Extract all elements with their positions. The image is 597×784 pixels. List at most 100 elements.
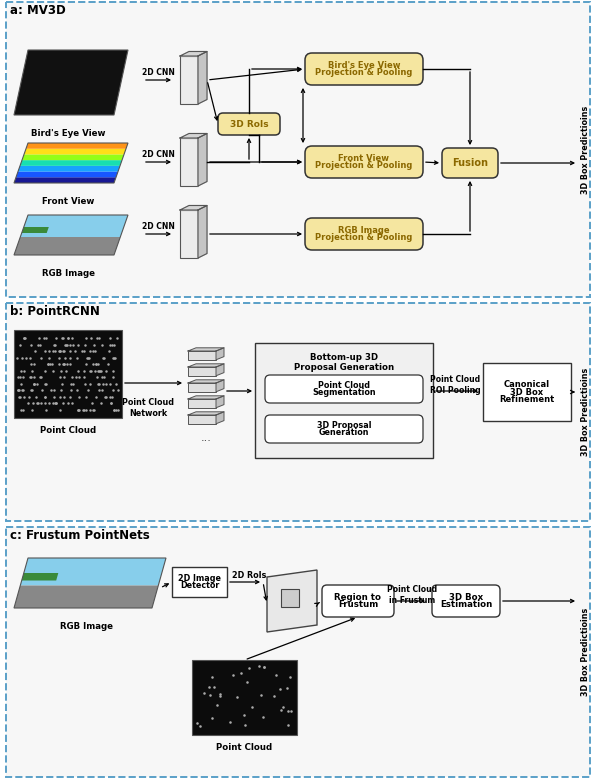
Text: Point Cloud: Point Cloud: [217, 743, 273, 752]
Polygon shape: [20, 558, 166, 586]
Polygon shape: [267, 570, 317, 632]
Point: [60, 358, 69, 371]
Point: [41, 390, 50, 403]
Point: [74, 404, 84, 416]
Point: [79, 371, 89, 383]
Point: [71, 371, 81, 383]
Point: [61, 338, 70, 350]
Point: [33, 338, 42, 350]
Point: [81, 404, 90, 416]
Polygon shape: [216, 379, 224, 392]
Point: [35, 371, 45, 383]
Bar: [14, 330, 122, 418]
Point: [113, 384, 123, 397]
Point: [213, 699, 222, 711]
Point: [240, 718, 250, 731]
Point: [91, 390, 100, 403]
Text: RGB Image: RGB Image: [42, 269, 94, 278]
Point: [283, 719, 293, 731]
FancyBboxPatch shape: [432, 585, 500, 617]
Point: [285, 671, 295, 684]
Point: [112, 332, 122, 344]
Polygon shape: [18, 166, 120, 172]
FancyBboxPatch shape: [6, 527, 590, 777]
Polygon shape: [20, 215, 128, 237]
Point: [59, 390, 69, 403]
Point: [15, 390, 24, 403]
Point: [41, 345, 50, 358]
Point: [54, 345, 64, 358]
Bar: [180, 56, 198, 104]
Point: [79, 365, 89, 377]
Polygon shape: [24, 149, 126, 154]
Point: [105, 338, 115, 350]
Text: 3D Box Predictioins: 3D Box Predictioins: [580, 105, 589, 194]
Point: [96, 365, 106, 377]
Point: [20, 390, 29, 403]
Point: [21, 351, 31, 364]
Point: [74, 371, 84, 383]
Point: [77, 345, 87, 358]
Bar: [180, 138, 198, 186]
Text: Point Cloud
Network: Point Cloud Network: [122, 398, 174, 418]
Text: 2D Image: 2D Image: [178, 574, 221, 583]
Point: [36, 351, 46, 364]
Point: [112, 378, 121, 390]
FancyBboxPatch shape: [6, 303, 590, 521]
Point: [79, 345, 89, 358]
Point: [66, 345, 75, 358]
Point: [91, 345, 100, 358]
Point: [23, 397, 33, 410]
Bar: [192, 660, 297, 735]
Point: [19, 365, 29, 377]
FancyBboxPatch shape: [265, 415, 423, 443]
Point: [59, 345, 68, 358]
Point: [199, 687, 209, 699]
Polygon shape: [216, 396, 224, 408]
Text: Point Cloud
in Frustum: Point Cloud in Frustum: [387, 586, 437, 604]
Bar: [188, 383, 216, 392]
Point: [44, 351, 53, 364]
Polygon shape: [180, 133, 207, 138]
Point: [81, 358, 91, 371]
Bar: [188, 367, 216, 376]
Point: [89, 404, 99, 416]
Point: [27, 384, 37, 397]
Point: [205, 689, 214, 702]
Point: [41, 365, 50, 377]
Point: [97, 371, 106, 383]
Point: [59, 345, 69, 358]
Bar: [180, 210, 198, 258]
Polygon shape: [216, 348, 224, 360]
FancyBboxPatch shape: [265, 375, 423, 403]
Point: [62, 338, 72, 350]
Point: [47, 358, 57, 371]
Text: ...: ...: [201, 433, 211, 443]
Point: [56, 384, 65, 397]
Point: [27, 404, 37, 416]
Polygon shape: [21, 573, 59, 580]
Point: [26, 384, 35, 397]
Point: [26, 358, 36, 371]
Point: [113, 404, 122, 416]
Point: [24, 390, 34, 403]
Point: [50, 345, 60, 358]
Point: [256, 688, 266, 701]
Point: [57, 378, 67, 390]
Point: [103, 358, 112, 371]
Point: [92, 371, 101, 383]
Point: [29, 397, 38, 410]
Point: [30, 345, 40, 358]
Point: [259, 660, 269, 673]
Point: [94, 332, 104, 344]
Point: [26, 371, 35, 383]
Point: [73, 351, 82, 364]
Point: [13, 371, 23, 383]
Point: [32, 397, 41, 410]
Point: [108, 384, 118, 397]
Point: [61, 358, 71, 371]
Text: Bird's Eye View: Bird's Eye View: [31, 129, 105, 138]
Point: [94, 378, 104, 390]
Point: [45, 358, 55, 371]
Point: [90, 365, 99, 377]
